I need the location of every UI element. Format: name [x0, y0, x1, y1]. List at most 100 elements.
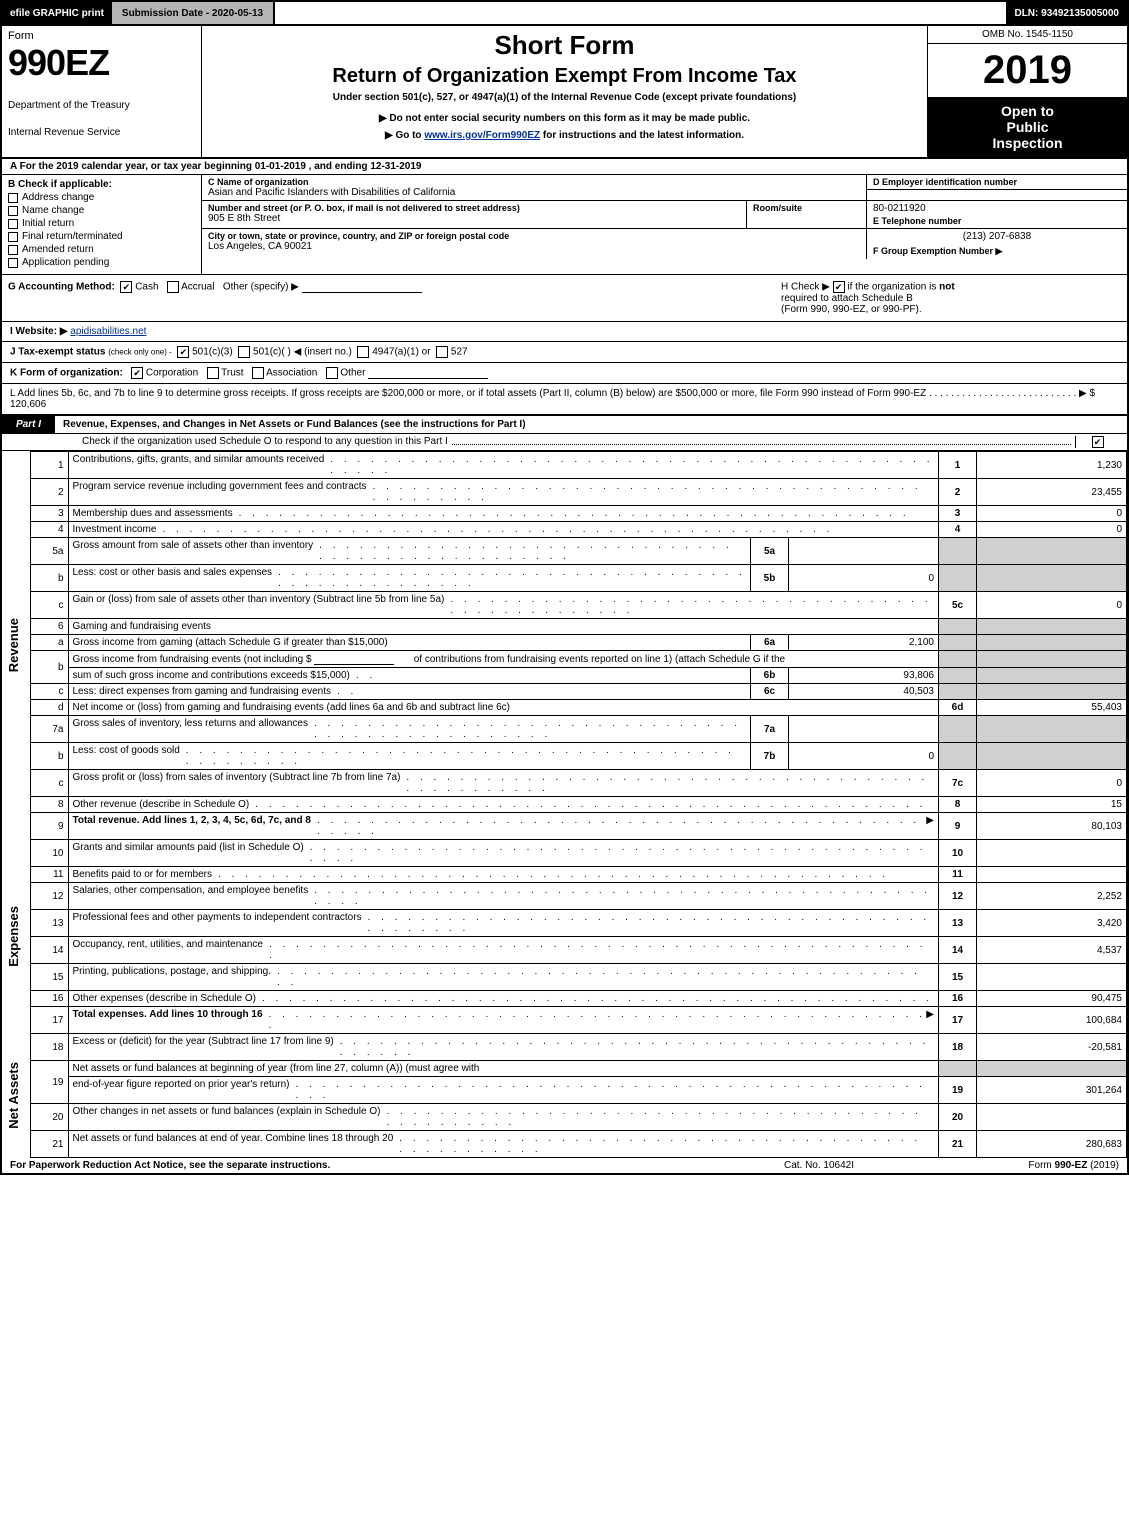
- checkbox-initial-return[interactable]: [8, 219, 18, 229]
- r2-amt: 23,455: [977, 479, 1127, 506]
- g-lbl: G Accounting Method:: [8, 282, 115, 293]
- footer-form-bold: 990-EZ: [1055, 1160, 1088, 1171]
- r11-t: Benefits paid to or for members: [73, 869, 213, 880]
- f-lbl: F Group Exemption Number ▶: [873, 246, 1121, 257]
- gray-cell: [939, 716, 977, 743]
- r1-ln: 1: [939, 452, 977, 479]
- r13-n: 13: [30, 910, 68, 937]
- e-lbl: E Telephone number: [873, 216, 1121, 226]
- r5b-t: Less: cost or other basis and sales expe…: [73, 567, 273, 589]
- gray-cell: [977, 743, 1127, 770]
- b-opt-5: Application pending: [22, 257, 109, 268]
- dots: . . . . . . . . . . . . . . . . . . . . …: [269, 1009, 927, 1031]
- h-not: not: [939, 282, 955, 293]
- k-o3: Association: [266, 368, 317, 379]
- checkbox-accrual[interactable]: [167, 281, 179, 293]
- checkbox-trust[interactable]: [207, 367, 219, 379]
- part-1-header: Part I Revenue, Expenses, and Changes in…: [2, 415, 1127, 434]
- goto-line: ▶ Go to www.irs.gov/Form990EZ for instru…: [210, 130, 919, 141]
- g-other-blank[interactable]: [302, 281, 422, 293]
- r11-n: 11: [30, 867, 68, 883]
- submission-date: Submission Date - 2020-05-13: [112, 2, 275, 24]
- r8-t: Other revenue (describe in Schedule O): [73, 799, 250, 810]
- d-val: 80-0211920: [873, 203, 1121, 214]
- h-text3: required to attach Schedule B: [781, 293, 913, 304]
- footer-notice: For Paperwork Reduction Act Notice, see …: [10, 1160, 719, 1171]
- c-addr-lbl: Number and street (or P. O. box, if mail…: [208, 203, 740, 213]
- gray-cell: [939, 1061, 977, 1077]
- e-val: (213) 207-6838: [873, 231, 1121, 242]
- checkbox-amended-return[interactable]: [8, 245, 18, 255]
- section-h: H Check ▶ ✔ if the organization is not r…: [781, 281, 1121, 315]
- r9-ln: 9: [939, 813, 977, 840]
- j-note: (check only one) -: [108, 348, 172, 357]
- gray-cell: [977, 538, 1127, 565]
- checkbox-corp[interactable]: ✔: [131, 367, 143, 379]
- r16-n: 16: [30, 991, 68, 1007]
- r5b-samt: 0: [789, 565, 939, 592]
- irs-link[interactable]: www.irs.gov/Form990EZ: [424, 130, 540, 141]
- c-name-val: Asian and Pacific Islanders with Disabil…: [208, 187, 860, 198]
- r3-t: Membership dues and assessments: [73, 508, 233, 519]
- checkbox-address-change[interactable]: [8, 193, 18, 203]
- dln: DLN: 93492135005000: [1006, 2, 1127, 24]
- checkbox-final-return[interactable]: [8, 232, 18, 242]
- gray-cell: [977, 1061, 1127, 1077]
- r17-n: 17: [30, 1007, 68, 1034]
- r5b-n: b: [30, 565, 68, 592]
- r1-amt: 1,230: [977, 452, 1127, 479]
- r15-amt: [977, 964, 1127, 991]
- website-link[interactable]: apidisabilities.net: [70, 326, 146, 337]
- r1-n: 1: [30, 452, 68, 479]
- footer-form-pre: Form: [1028, 1160, 1054, 1171]
- checkbox-h[interactable]: ✔: [833, 281, 845, 293]
- r3-n: 3: [30, 506, 68, 522]
- section-k: K Form of organization: ✔ Corporation Tr…: [2, 363, 1127, 384]
- r12-ln: 12: [939, 883, 977, 910]
- l-dots: . . . . . . . . . . . . . . . . . . . . …: [929, 388, 1087, 399]
- r6d-n: d: [30, 700, 68, 716]
- checkbox-501c[interactable]: [238, 346, 250, 358]
- checkbox-other-org[interactable]: [326, 367, 338, 379]
- r16-ln: 16: [939, 991, 977, 1007]
- checkbox-4947[interactable]: [357, 346, 369, 358]
- r3-amt: 0: [977, 506, 1127, 522]
- i-lbl: I Website: ▶: [10, 326, 68, 337]
- r20-ln: 20: [939, 1104, 977, 1131]
- j-o4: 527: [451, 347, 468, 358]
- r6c-t: Less: direct expenses from gaming and fu…: [73, 686, 331, 697]
- footer-catno: Cat. No. 10642I: [719, 1160, 919, 1171]
- form-meta-block: OMB No. 1545-1150 2019 Open to Public In…: [927, 26, 1127, 157]
- checkbox-cash[interactable]: ✔: [120, 281, 132, 293]
- checkbox-name-change[interactable]: [8, 206, 18, 216]
- gray-cell: [977, 668, 1127, 684]
- gray-cell: [977, 619, 1127, 635]
- r9-n: 9: [30, 813, 68, 840]
- gray-cell: [939, 743, 977, 770]
- r14-amt: 4,537: [977, 937, 1127, 964]
- gray-cell: [977, 635, 1127, 651]
- gray-cell: [939, 565, 977, 592]
- checkbox-part1-o[interactable]: ✔: [1092, 436, 1104, 448]
- section-g-h: G Accounting Method: ✔ Cash Accrual Othe…: [2, 275, 1127, 322]
- efile-print[interactable]: efile GRAPHIC print: [2, 2, 112, 24]
- checkbox-501c3[interactable]: ✔: [177, 346, 189, 358]
- r10-n: 10: [30, 840, 68, 867]
- j-lbl: J Tax-exempt status: [10, 347, 105, 358]
- part-1-sub-dots: [452, 436, 1071, 445]
- k-other-blank[interactable]: [368, 367, 488, 379]
- checkbox-application-pending[interactable]: [8, 258, 18, 268]
- checkbox-527[interactable]: [436, 346, 448, 358]
- r7c-amt: 0: [977, 770, 1127, 797]
- ssn-warning: ▶ Do not enter social security numbers o…: [210, 113, 919, 124]
- r5a-sln: 5a: [751, 538, 789, 565]
- r20-t: Other changes in net assets or fund bala…: [73, 1106, 381, 1128]
- h-text4: (Form 990, 990-EZ, or 990-PF).: [781, 304, 922, 315]
- r17-t: Total expenses. Add lines 10 through 16: [73, 1009, 263, 1020]
- part-1-tab: Part I: [2, 416, 55, 433]
- gray-cell: [939, 668, 977, 684]
- d-lbl: D Employer identification number: [873, 177, 1121, 187]
- r6b-blank[interactable]: [314, 653, 394, 665]
- goto-pre: ▶ Go to: [385, 130, 424, 141]
- checkbox-assoc[interactable]: [252, 367, 264, 379]
